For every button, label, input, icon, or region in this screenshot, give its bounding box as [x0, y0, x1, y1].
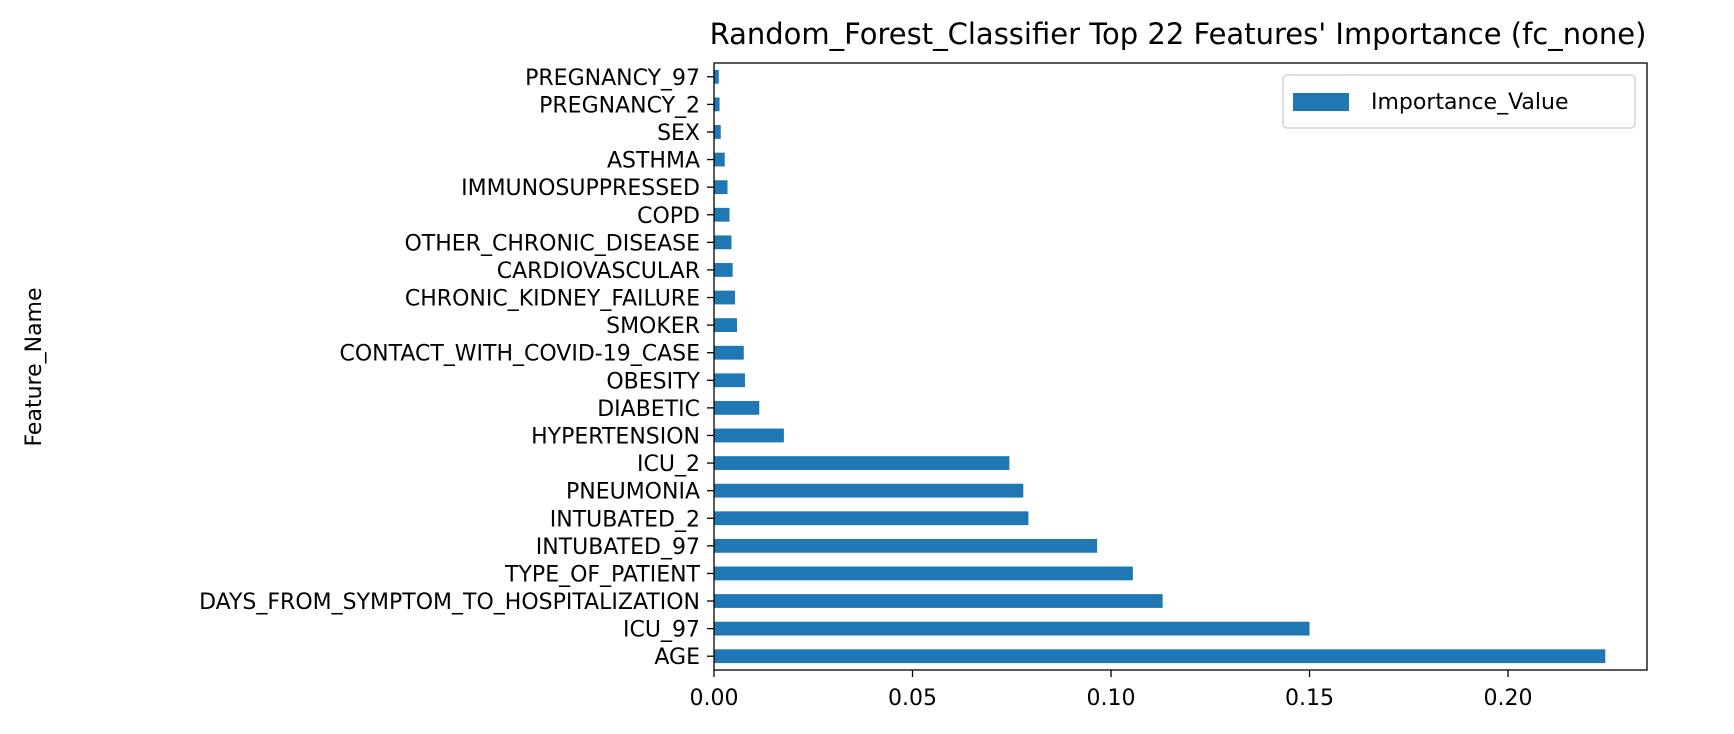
bar-intubated-97 — [714, 538, 1098, 553]
y-tick-label: CARDIOVASCULAR — [497, 259, 700, 284]
x-tick-label: 0.15 — [1285, 686, 1334, 711]
legend-box — [1282, 74, 1636, 129]
y-tick-label: SMOKER — [606, 314, 700, 339]
y-tick-label: DAYS_FROM_SYMPTOM_TO_HOSPITALIZATION — [199, 590, 700, 615]
y-tick-label: IMMUNOSUPPRESSED — [461, 176, 700, 201]
y-tick-label: CHRONIC_KIDNEY_FAILURE — [405, 287, 700, 312]
y-tick-label: TYPE_OF_PATIENT — [504, 562, 701, 587]
y-tick-label: AGE — [654, 645, 700, 670]
bar-hypertension — [714, 428, 784, 443]
legend-swatch — [1293, 93, 1349, 111]
bar-sex — [714, 125, 721, 139]
bar-contact-with-covid-19-case — [714, 345, 744, 360]
y-tick-label: DIABETIC — [597, 397, 700, 422]
y-tick-label: OBESITY — [606, 369, 700, 394]
bar-days-from-symptom-to-hospitalization — [714, 594, 1163, 608]
bar-pneumonia — [714, 483, 1024, 498]
bar-icu-2 — [714, 456, 1010, 470]
y-tick-label: ICU_97 — [623, 618, 700, 643]
y-tick-label: CONTACT_WITH_COVID-19_CASE — [339, 342, 700, 367]
x-ticks-group: 0.00 0.05 0.10 0.15 0.20 — [690, 670, 1533, 711]
y-tick-label: ICU_2 — [637, 452, 700, 477]
bar-pregnancy-2 — [714, 97, 720, 112]
y-tick-label: PREGNANCY_97 — [525, 66, 700, 91]
bar-icu-97 — [714, 621, 1310, 636]
bar-type-of-patient — [714, 566, 1133, 581]
y-tick-label: ASTHMA — [607, 149, 700, 174]
x-tick-label: 0.05 — [888, 686, 937, 711]
bar-immunosuppressed — [714, 180, 728, 195]
y-tick-label: PREGNANCY_2 — [539, 93, 700, 118]
bar-obesity — [714, 373, 745, 388]
plot-frame — [713, 62, 1648, 671]
legend-label: Importance_Value — [1371, 90, 1568, 115]
x-tick-label: 0.10 — [1087, 686, 1136, 711]
y-tick-label: SEX — [657, 121, 700, 146]
bar-age — [714, 649, 1606, 664]
bar-asthma — [714, 152, 725, 167]
y-tick-label: INTUBATED_97 — [536, 535, 700, 560]
bar-other-chronic-disease — [714, 235, 732, 250]
legend: Importance_Value — [1282, 74, 1636, 129]
y-tick-label: HYPERTENSION — [531, 424, 700, 449]
y-axis-label: Feature_Name — [22, 287, 47, 446]
bar-chronic-kidney-failure — [714, 290, 736, 305]
y-tick-label: PNEUMONIA — [566, 480, 700, 505]
bar-pregnancy-97 — [714, 69, 719, 84]
y-tick-label: INTUBATED_2 — [550, 507, 700, 532]
bar-smoker — [714, 318, 738, 333]
bar-intubated-2 — [714, 511, 1029, 526]
x-tick-label: 0.00 — [690, 686, 739, 711]
bar-cardiovascular — [714, 263, 733, 277]
x-tick-label: 0.20 — [1484, 686, 1533, 711]
bars-group — [714, 69, 1606, 664]
y-tick-label: OTHER_CHRONIC_DISEASE — [404, 231, 700, 256]
chart-title: Random_Forest_Classifier Top 22 Features… — [710, 17, 1647, 51]
bar-copd — [714, 207, 730, 222]
bar-diabetic — [714, 400, 760, 415]
y-tick-label: COPD — [637, 204, 700, 229]
